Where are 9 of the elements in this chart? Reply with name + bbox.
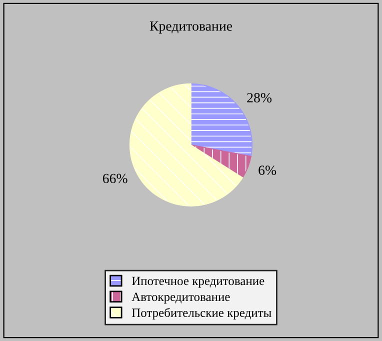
legend-label: Ипотечное кредитование <box>132 276 264 288</box>
data-label: 66% <box>102 174 128 184</box>
chart-title: Кредитование <box>150 22 232 34</box>
legend-label: Потребительские кредиты <box>132 308 272 320</box>
data-label: 6% <box>258 166 276 175</box>
legend-label: Автокредитование <box>132 292 230 304</box>
pie-slice <box>190 144 252 178</box>
pie-slice <box>129 83 244 206</box>
data-label: 28% <box>247 93 272 102</box>
